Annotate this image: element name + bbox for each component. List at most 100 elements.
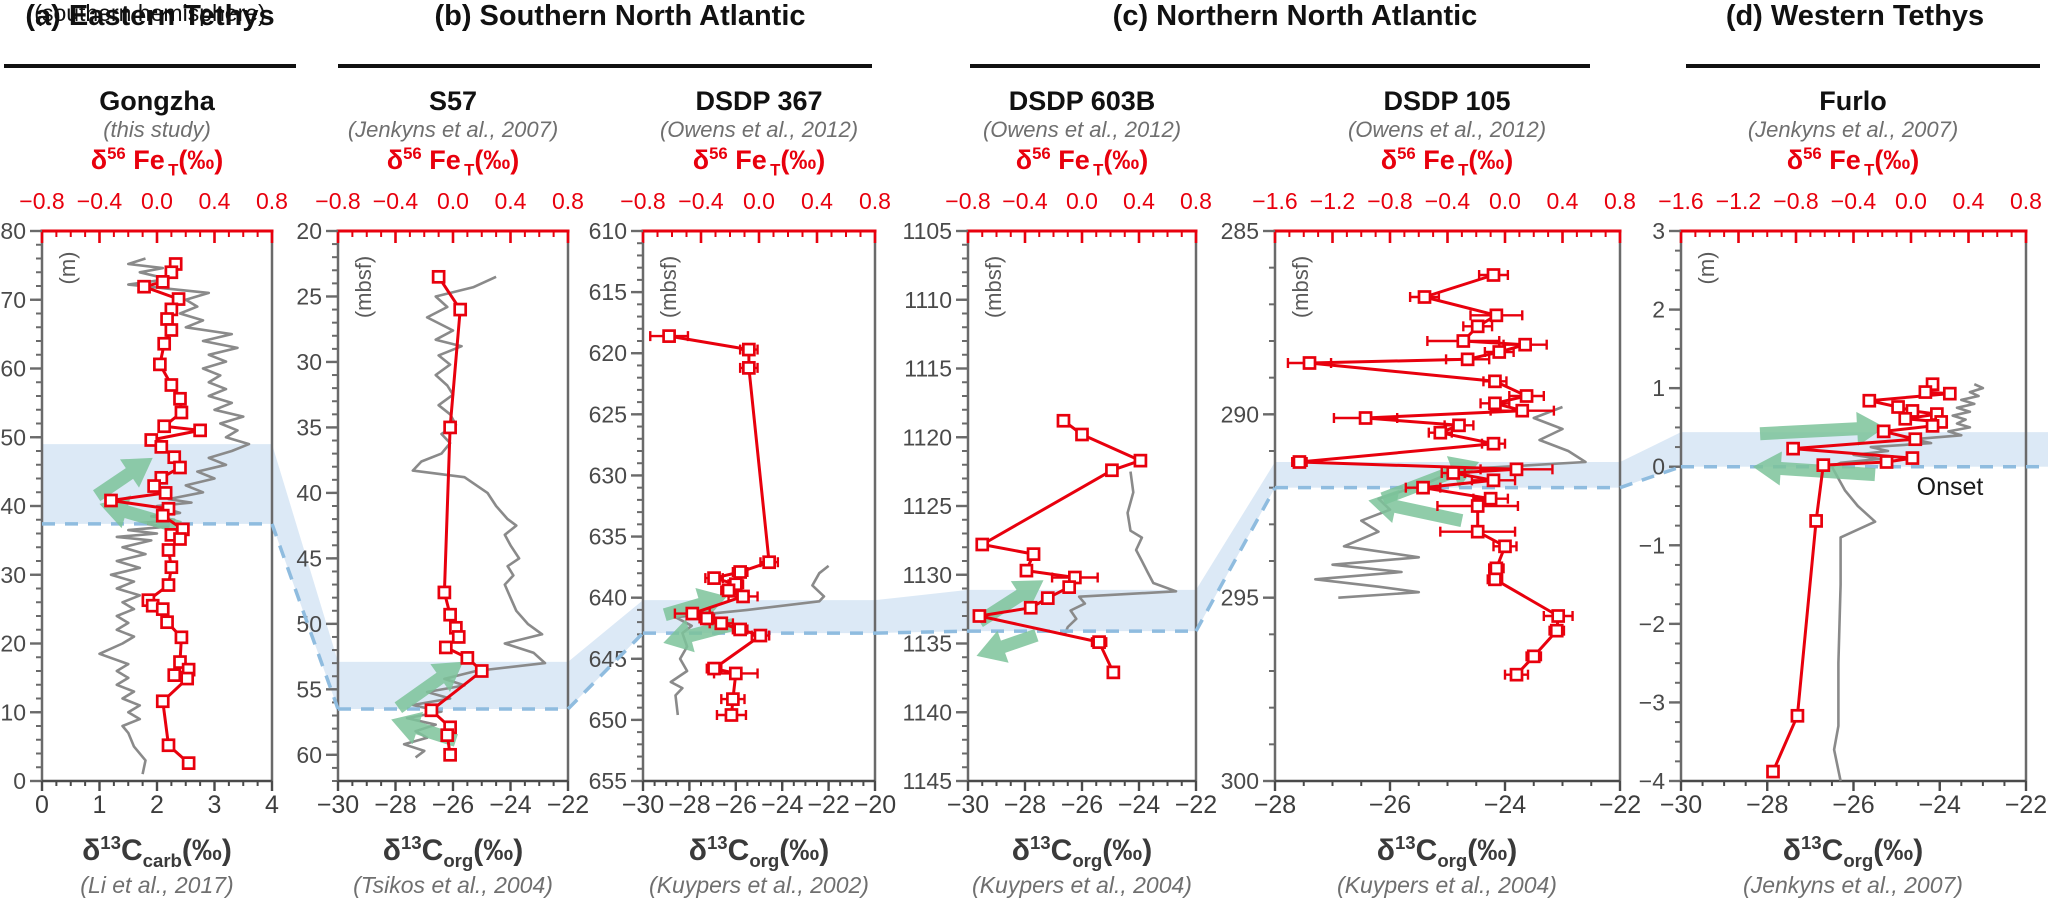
svg-text:−1: −1 <box>1639 532 1665 558</box>
fe-series <box>1766 377 1957 779</box>
svg-text:655: 655 <box>589 768 627 794</box>
svg-text:−0.8: −0.8 <box>315 188 360 214</box>
svg-text:−0.4: −0.4 <box>1002 188 1048 214</box>
c-citation-dsdp367: (Kuypers et al., 2002) <box>649 872 869 898</box>
depth-unit-gongzha: (m) <box>55 251 80 285</box>
panel-citation-dsdp367: (Owens et al., 2012) <box>659 117 859 142</box>
panel-title-gongzha: Gongzha <box>99 86 215 116</box>
group-header-d: (d) Western Tethys <box>1725 0 1985 32</box>
svg-text:−30: −30 <box>622 791 664 819</box>
svg-text:−30: −30 <box>317 791 359 819</box>
svg-text:−22: −22 <box>1599 791 1641 819</box>
svg-text:1105: 1105 <box>903 218 952 244</box>
svg-text:0.4: 0.4 <box>1123 188 1155 214</box>
depth-unit-dsdp105: (mbsf) <box>1288 255 1313 319</box>
svg-text:−0.8: −0.8 <box>1773 188 1818 214</box>
svg-text:−3: −3 <box>1639 689 1665 715</box>
svg-text:−0.8: −0.8 <box>1367 188 1412 214</box>
svg-text:4: 4 <box>265 791 279 819</box>
svg-text:−0.4: −0.4 <box>1425 188 1471 214</box>
svg-text:−0.4: −0.4 <box>77 188 123 214</box>
svg-text:620: 620 <box>589 340 627 366</box>
svg-text:−28: −28 <box>668 791 710 819</box>
svg-text:0.8: 0.8 <box>2010 188 2042 214</box>
svg-text:−28: −28 <box>374 791 416 819</box>
svg-text:−24: −24 <box>1118 791 1161 819</box>
panel-title-dsdp603b: DSDP 603B <box>1008 86 1156 116</box>
svg-text:−1.2: −1.2 <box>1310 188 1355 214</box>
svg-text:−24: −24 <box>761 791 804 819</box>
depth-unit-dsdp367: (mbsf) <box>656 255 681 319</box>
svg-text:60: 60 <box>0 356 26 382</box>
c-axis-label-furlo: δ13Corg(‰) <box>1782 832 1924 871</box>
svg-text:2: 2 <box>1652 297 1665 323</box>
panel-title-s57: S57 <box>428 86 478 116</box>
svg-text:1110: 1110 <box>904 287 952 313</box>
panel-citation-dsdp603b: (Owens et al., 2012) <box>982 117 1182 142</box>
svg-text:50: 50 <box>296 611 322 637</box>
svg-text:−30: −30 <box>947 791 989 819</box>
group-underline-d <box>1686 64 2040 68</box>
svg-text:40: 40 <box>0 493 26 519</box>
fe-axis-label-s57: δ56 Fe T(‰) <box>386 144 520 180</box>
c-axis-label-dsdp603b: δ13Corg(‰) <box>1011 832 1153 871</box>
svg-text:20: 20 <box>296 218 322 244</box>
svg-text:0.0: 0.0 <box>1066 188 1098 214</box>
svg-text:0.0: 0.0 <box>141 188 173 214</box>
group-subheader-a: (southern hemisphere) <box>34 0 266 26</box>
c-citation-s57: (Tsikos et al., 2004) <box>353 872 553 898</box>
svg-text:−26: −26 <box>1832 791 1874 819</box>
svg-text:−26: −26 <box>1369 791 1411 819</box>
depth-unit-s57: (mbsf) <box>351 255 376 319</box>
svg-text:80: 80 <box>0 218 26 244</box>
fe-axis-label-furlo: δ56 Fe T(‰) <box>1786 144 1920 180</box>
fe-series <box>1286 268 1574 682</box>
svg-text:60: 60 <box>296 742 322 768</box>
svg-text:−20: −20 <box>854 791 896 819</box>
svg-text:300: 300 <box>1221 768 1259 794</box>
fe-axis-label-dsdp603b: δ56 Fe T(‰) <box>1015 144 1149 180</box>
svg-text:45: 45 <box>296 545 322 571</box>
group-underline-c <box>970 64 1590 68</box>
svg-text:35: 35 <box>296 414 322 440</box>
fe-series <box>972 413 1148 680</box>
svg-text:−22: −22 <box>2005 791 2047 819</box>
svg-text:−24: −24 <box>1919 791 1962 819</box>
panel-citation-s57: (Jenkyns et al., 2007) <box>347 117 559 142</box>
svg-text:−26: −26 <box>1061 791 1103 819</box>
panel-dsdp-603b: −0.8 −0.4 0.0 0.4 0.8 1105 1110 1115 1120 1125 113… <box>903 188 1218 819</box>
svg-text:−0.4: −0.4 <box>373 188 419 214</box>
svg-text:−0.4: −0.4 <box>678 188 724 214</box>
fe-axis-label-dsdp367: δ56 Fe T(‰) <box>692 144 826 180</box>
fe-series <box>104 257 207 770</box>
svg-text:50: 50 <box>0 424 26 450</box>
svg-text:−26: −26 <box>715 791 757 819</box>
svg-text:1115: 1115 <box>904 356 952 382</box>
c-citation-dsdp603b: (Kuypers et al., 2004) <box>972 872 1192 898</box>
panel-citation-gongzha: (this study) <box>103 117 211 142</box>
svg-text:610: 610 <box>589 218 627 244</box>
svg-text:0.4: 0.4 <box>801 188 833 214</box>
panel-citation-furlo: (Jenkyns et al., 2007) <box>1747 117 1959 142</box>
svg-text:−22: −22 <box>1175 791 1217 819</box>
panel-furlo: −1.6 −1.2 −0.8 −0.4 0.0 0.4 0.8 −4 −3 −2 −1 0 1 2 3 −30… <box>1639 188 2047 819</box>
svg-text:−0.8: −0.8 <box>945 188 990 214</box>
group-header-a: (a) Eastern Tethys <box>25 0 275 32</box>
c-citation-dsdp105: (Kuypers et al., 2004) <box>1337 872 1557 898</box>
svg-text:1120: 1120 <box>903 424 952 450</box>
depth-unit-furlo: (m) <box>1694 251 1719 285</box>
svg-text:0.0: 0.0 <box>743 188 775 214</box>
svg-text:−1.2: −1.2 <box>1716 188 1761 214</box>
svg-text:0.8: 0.8 <box>552 188 584 214</box>
panel-gongzha: −0.8 −0.4 0.0 0.4 0.8 0 10 20 30 40 50 60 70 80 0 1 2 3 4 <box>0 188 288 819</box>
svg-text:−0.8: −0.8 <box>19 188 64 214</box>
fe-series <box>649 329 780 722</box>
svg-text:−30: −30 <box>1660 791 1702 819</box>
group-header-c: (c) Northern North Atlantic <box>1112 0 1478 32</box>
svg-text:55: 55 <box>296 676 322 702</box>
svg-text:630: 630 <box>589 462 627 488</box>
svg-text:2: 2 <box>150 791 164 819</box>
svg-text:20: 20 <box>0 631 26 657</box>
depth-unit-dsdp603b: (mbsf) <box>981 255 1006 319</box>
